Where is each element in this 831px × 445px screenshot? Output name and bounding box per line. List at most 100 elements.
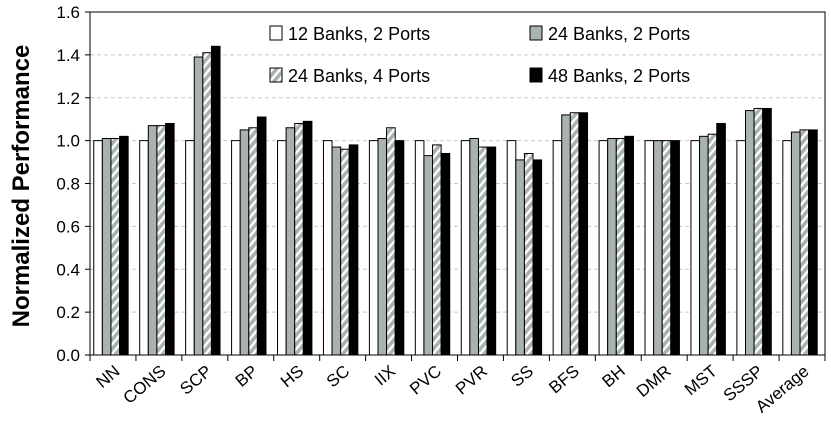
bar: [423, 155, 434, 356]
bar: [340, 148, 350, 356]
bar: [744, 110, 755, 356]
bar: [331, 146, 342, 356]
bar: [469, 137, 479, 356]
bar: [782, 140, 792, 356]
bar: [523, 152, 534, 356]
legend-swatch: [269, 67, 283, 83]
x-tick-label: HS: [277, 362, 307, 392]
legend-label: 12 Banks, 2 Ports: [288, 24, 430, 44]
bar: [348, 144, 359, 356]
bar: [386, 127, 396, 356]
legend-label: 24 Banks, 2 Ports: [548, 24, 690, 44]
x-tick-label: BH: [599, 362, 629, 392]
y-tick-label: 1.4: [56, 46, 80, 65]
y-tick-label: 1.6: [56, 3, 80, 22]
x-tick-label: DMR: [633, 362, 675, 401]
bar: [101, 137, 112, 356]
x-tick-label: IIX: [371, 362, 399, 390]
axes: [89, 11, 826, 361]
bar: [193, 56, 204, 356]
bar: [256, 116, 267, 356]
bar: [210, 45, 221, 356]
x-tick-label: SC: [323, 362, 353, 392]
bar: [477, 146, 488, 356]
bar: [653, 140, 663, 356]
bar: [670, 140, 680, 356]
bar: [93, 140, 103, 356]
legend-swatch: [529, 25, 543, 41]
bar: [231, 140, 241, 356]
x-tick-label: NN: [93, 362, 124, 392]
bar: [790, 131, 801, 356]
y-axis-label: Normalized Performance: [8, 45, 35, 328]
bar: [707, 133, 718, 356]
bar: [285, 127, 296, 356]
bar: [414, 140, 425, 356]
bar: [322, 140, 333, 356]
x-tick-label: SS: [507, 362, 537, 391]
bar: [147, 125, 158, 356]
bar: [156, 125, 167, 356]
bar: [432, 144, 442, 356]
bar: [277, 140, 287, 356]
bar: [239, 129, 250, 356]
bar: [394, 140, 405, 356]
bar: [607, 137, 617, 356]
x-tick-label: CONS: [120, 362, 170, 408]
bar: [110, 137, 121, 356]
y-tick-label: 0.8: [56, 175, 80, 194]
bar: [569, 112, 580, 356]
y-tick-label: 0.2: [56, 303, 80, 322]
bar: [598, 140, 609, 356]
y-tick-label: 0.4: [56, 260, 80, 279]
bar: [460, 140, 471, 356]
legend-swatch: [269, 25, 283, 41]
bar: [302, 120, 313, 356]
bar: [515, 159, 525, 356]
bar: [377, 137, 388, 356]
y-tick-label: 0.0: [56, 346, 80, 365]
legend-label: 24 Banks, 4 Ports: [288, 66, 430, 86]
y-tick-label: 1.2: [56, 89, 80, 108]
bar: [202, 52, 212, 356]
bar: [716, 122, 726, 356]
bar: [736, 140, 746, 356]
bar: [119, 135, 129, 356]
x-tick-label: BFS: [545, 362, 583, 398]
x-tick-label: SCP: [176, 362, 215, 399]
bar: [753, 107, 764, 356]
bar: [808, 129, 818, 356]
bar: [532, 159, 543, 356]
bar: [486, 146, 497, 356]
bar: [552, 140, 563, 356]
x-tick-label: PVC: [406, 362, 445, 399]
bar: [294, 122, 304, 356]
bar: [139, 140, 149, 356]
bar: [440, 152, 451, 356]
bar: [762, 107, 772, 356]
bar: [799, 129, 810, 356]
bars: [93, 45, 818, 356]
bar: [661, 140, 672, 356]
bar: [185, 140, 195, 356]
legend-label: 48 Banks, 2 Ports: [548, 66, 690, 86]
bar: [165, 122, 175, 356]
bar: [644, 140, 655, 356]
x-tick-label: BP: [232, 362, 262, 391]
bar: [368, 140, 379, 356]
bar: [690, 140, 701, 356]
bar: [699, 135, 709, 356]
x-tick-label: PVR: [452, 362, 491, 399]
x-tick-label: MST: [681, 362, 721, 400]
bar: [615, 137, 626, 356]
bar: [561, 114, 571, 356]
y-tick-label: 0.6: [56, 217, 80, 236]
y-tick-label: 1.0: [56, 132, 80, 151]
bar: [578, 112, 589, 356]
bar: [248, 127, 258, 356]
legend: 12 Banks, 2 Ports 24 Banks, 2 Ports 24 Ban…: [269, 24, 690, 86]
bar: [624, 135, 634, 356]
bar: [506, 140, 517, 356]
